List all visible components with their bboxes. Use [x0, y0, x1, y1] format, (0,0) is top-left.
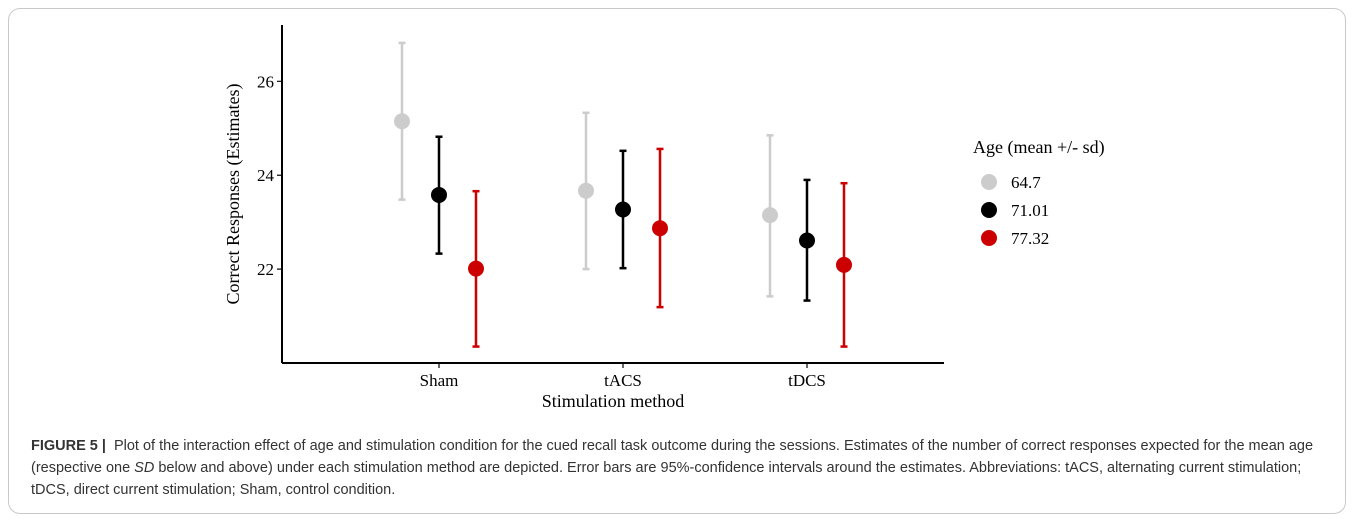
legend-label: 77.32	[1011, 229, 1049, 248]
data-point	[578, 182, 594, 199]
x-tick-label: tACS	[604, 371, 642, 390]
x-tick-label: tDCS	[788, 371, 826, 390]
data-point-group	[578, 111, 594, 271]
y-axis-title: Correct Responses (Estimates)	[223, 84, 244, 305]
data-point	[762, 207, 778, 224]
data-point	[394, 113, 410, 130]
figure-label: FIGURE 5	[31, 438, 98, 454]
figure-caption: FIGURE 5 | Plot of the interaction effect…	[31, 435, 1331, 501]
data-point	[468, 260, 484, 277]
legend-label: 64.7	[1011, 173, 1041, 192]
data-point	[652, 220, 668, 237]
y-tick-label: 26	[257, 72, 274, 91]
data-point	[836, 256, 852, 273]
data-point-group	[431, 135, 447, 255]
data-point	[431, 186, 447, 203]
y-tick-label: 24	[257, 166, 275, 185]
legend-marker	[981, 174, 997, 190]
data-point-group	[394, 41, 410, 201]
legend-label: 71.01	[1011, 201, 1049, 220]
x-tick-label: Sham	[420, 371, 459, 390]
legend: Age (mean +/- sd) 64.7 71.01 77.32	[973, 137, 1105, 248]
data-point-group	[762, 134, 778, 298]
caption-sd-term: SD	[134, 460, 155, 476]
figure-frame: 22 24 26 Sham tACS tDCS Stimulation method Corr…	[8, 8, 1346, 514]
legend-title: Age (mean +/- sd)	[973, 137, 1105, 158]
interaction-plot: 22 24 26 Sham tACS tDCS Stimulation method Corr…	[223, 25, 1105, 411]
caption-separator: |	[101, 438, 106, 454]
legend-marker	[981, 202, 997, 218]
y-tick-label: 22	[257, 260, 274, 279]
caption-text-part-1: Plot of the interaction effect of age an…	[31, 438, 1314, 476]
data-point-group	[468, 189, 484, 348]
data-point-group	[652, 147, 668, 309]
data-point	[799, 232, 815, 249]
axes: 22 24 26 Sham tACS tDCS Stimulation method Corr…	[223, 25, 944, 411]
legend-marker	[981, 230, 997, 246]
caption-text-part-2: below and above) under each stimulation …	[31, 460, 1302, 498]
x-axis-title: Stimulation method	[542, 391, 685, 411]
data-point-group	[836, 181, 852, 348]
data-point-group	[615, 149, 631, 270]
data-point-group	[799, 178, 815, 302]
plot-marks	[394, 41, 852, 348]
data-point	[615, 201, 631, 218]
